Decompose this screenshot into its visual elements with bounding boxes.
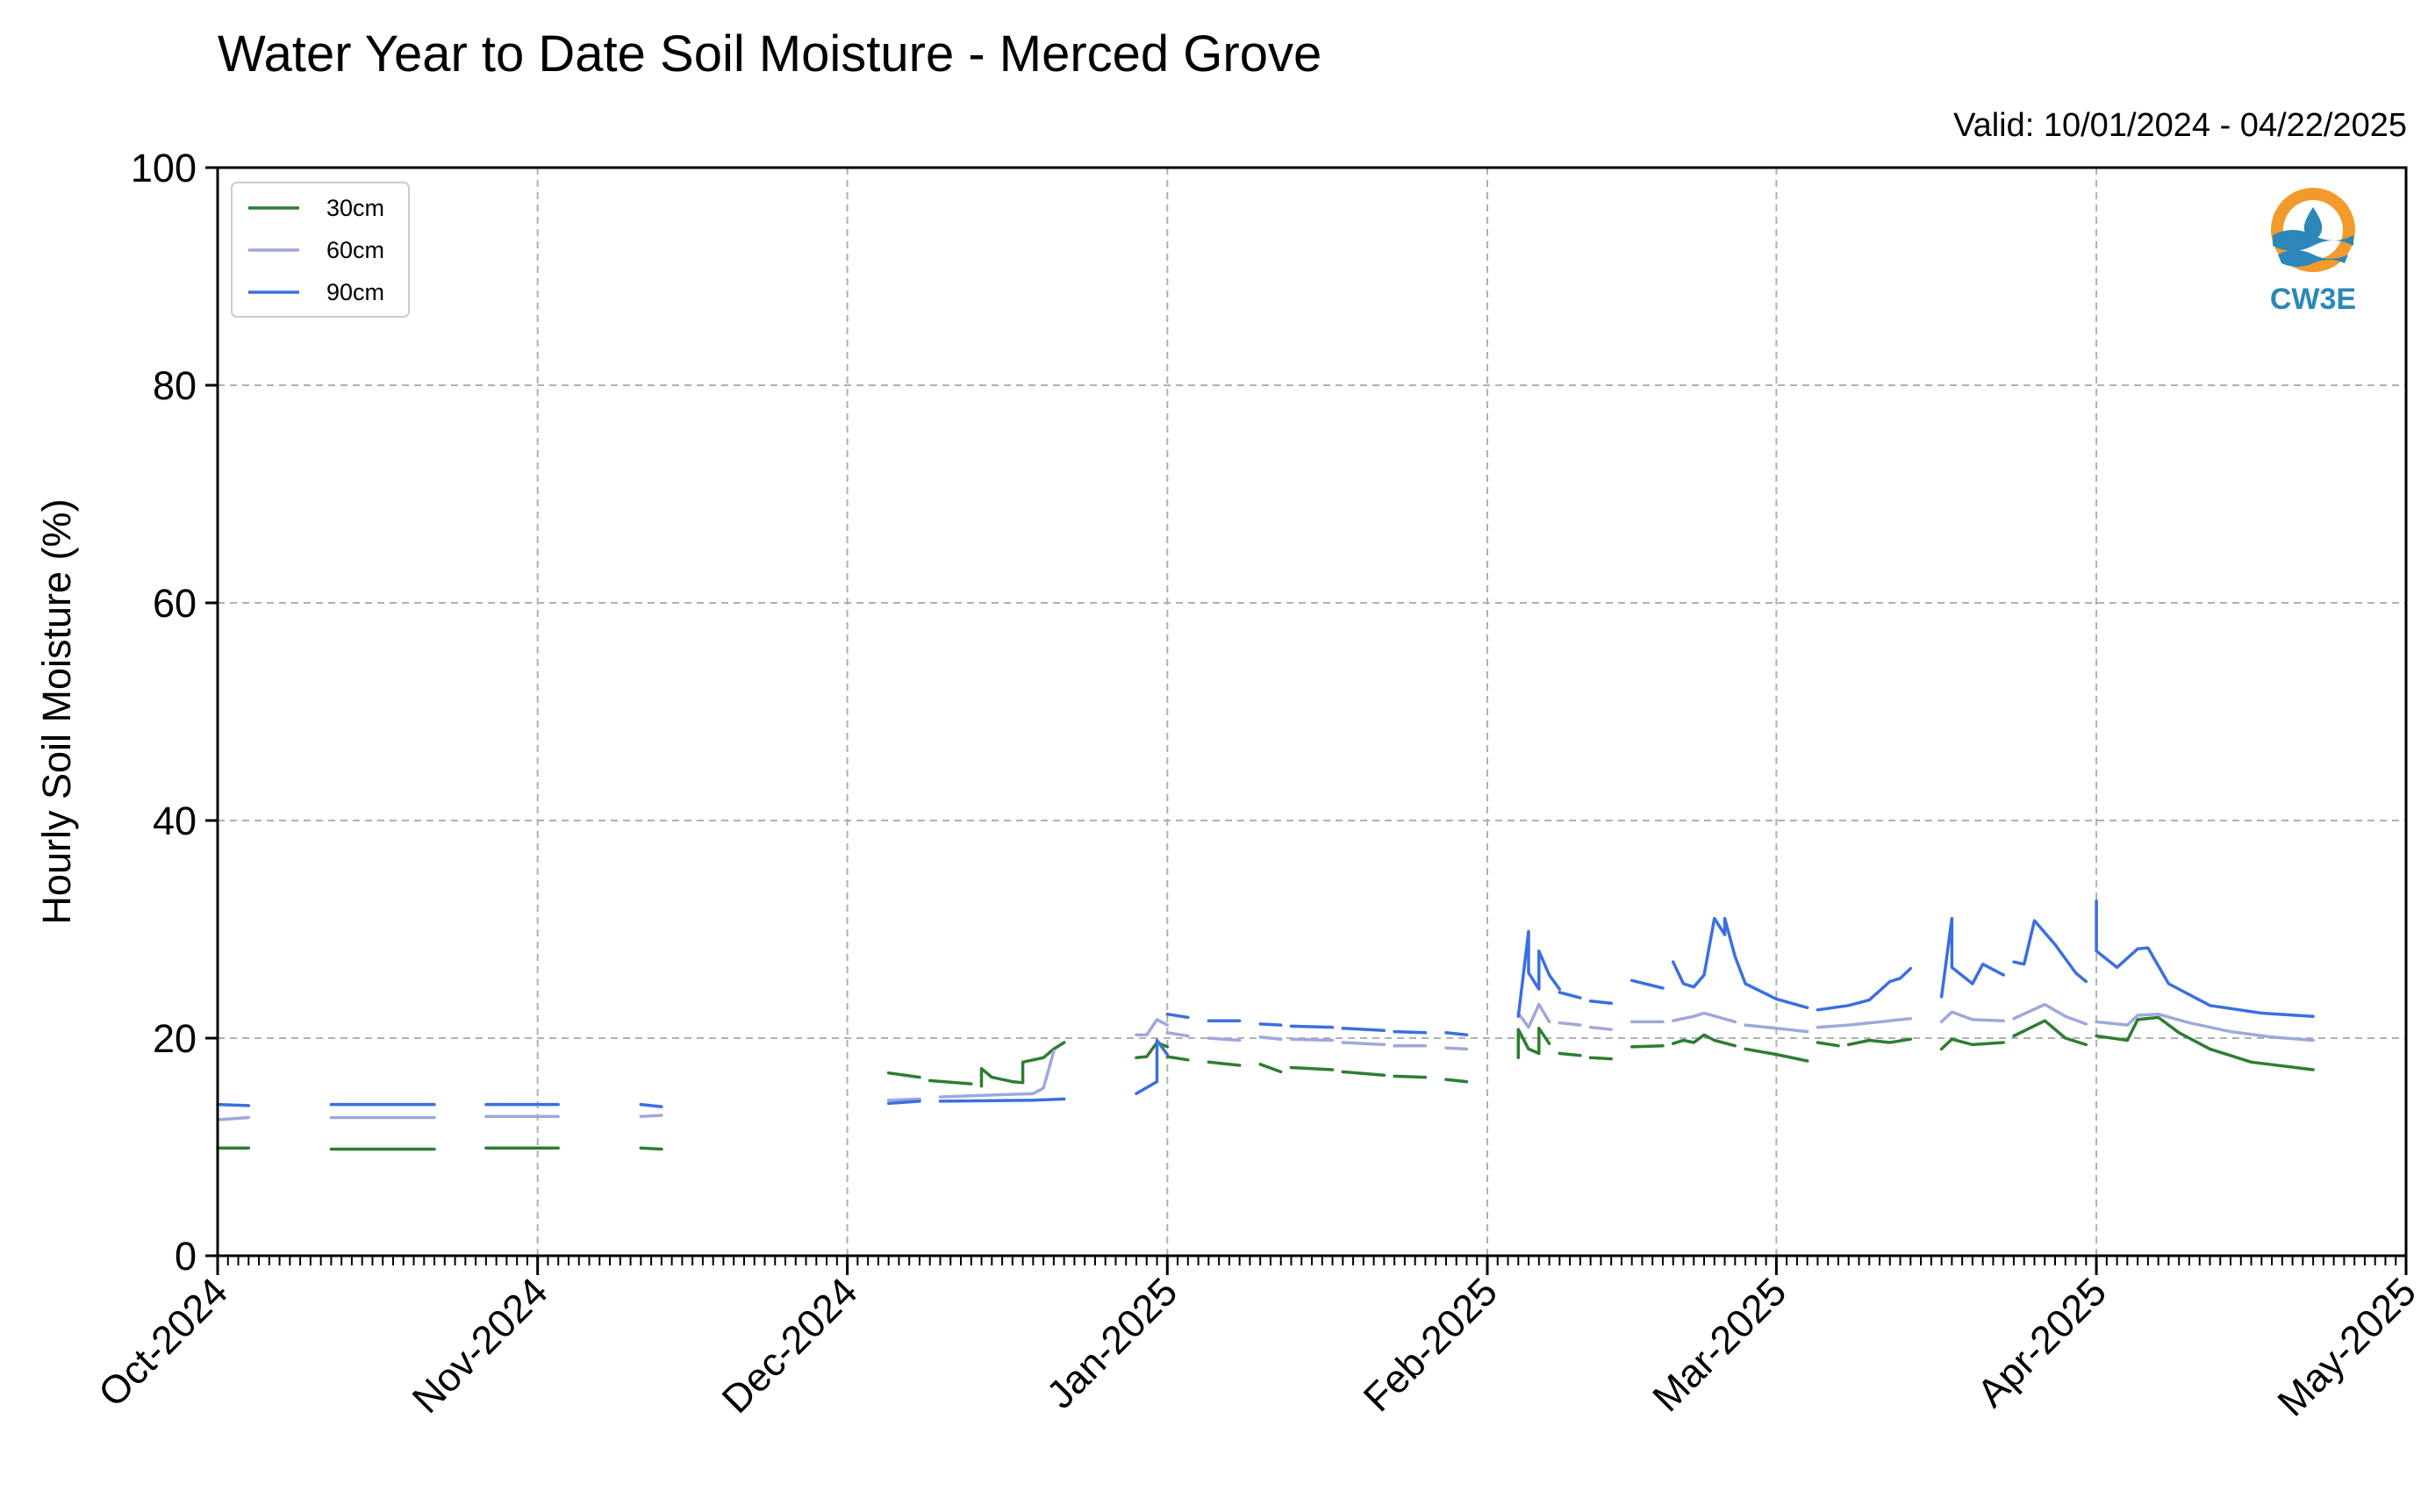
legend-box (231, 182, 410, 318)
series-60cm-segment (1744, 1023, 1809, 1034)
x-tick-label: Mar-2025 (1644, 1269, 1794, 1420)
series-60cm-segment (1444, 1046, 1469, 1051)
y-tick-label: 100 (131, 146, 197, 190)
series-60cm-segment (1258, 1035, 1283, 1041)
cw3e-logo: CW3E (2270, 188, 2356, 316)
x-tick-label: Jan-2025 (1038, 1269, 1186, 1417)
series-30cm-segment (1258, 1063, 1283, 1074)
series-90cm-segment (1558, 991, 1582, 1000)
series-30cm-segment (1558, 1051, 1582, 1057)
series-30cm-segment (2012, 1019, 2088, 1047)
logo-drop-icon (2303, 207, 2323, 239)
y-tick-label: 40 (153, 799, 197, 843)
series-90cm-segment (1629, 978, 1665, 990)
logo-wave-icon (2273, 230, 2353, 251)
x-tick-label: Dec-2024 (713, 1269, 866, 1422)
series-60cm-segment (216, 1115, 251, 1121)
series-lines (216, 899, 2315, 1151)
series-90cm-segment (1671, 916, 1809, 1010)
series-30cm-segment (1444, 1078, 1469, 1084)
chart-subtitle: Valid: 10/01/2024 - 04/22/2025 (1953, 107, 2407, 144)
series-60cm-segment (1671, 1011, 1737, 1024)
series-30cm-segment (979, 1041, 1066, 1088)
series-90cm-segment (938, 1097, 1066, 1103)
series-90cm-segment (216, 1102, 251, 1107)
series-30cm-segment (1207, 1060, 1242, 1067)
series-60cm-segment (1289, 1037, 1335, 1043)
series-60cm-segment (938, 1050, 1056, 1099)
y-tick-label: 0 (175, 1234, 197, 1279)
series-90cm-segment (1393, 1029, 1428, 1035)
y-tick-label: 80 (153, 363, 197, 408)
series-30cm-segment (1846, 1037, 1913, 1047)
x-tick-label: Apr-2025 (1968, 1269, 2115, 1415)
series-60cm-segment (1207, 1036, 1242, 1043)
x-tick-label: May-2025 (2269, 1269, 2425, 1425)
series-30cm-segment (1165, 1055, 1190, 1062)
x-tick-label: Feb-2025 (1355, 1269, 1506, 1420)
y-tick-label: 60 (153, 581, 197, 626)
series-30cm-segment (1135, 1041, 1170, 1060)
series-30cm-segment (1341, 1070, 1386, 1077)
series-30cm-segment (1516, 1027, 1551, 1060)
series-30cm-segment (1744, 1047, 1809, 1063)
series-90cm-segment (1258, 1022, 1283, 1027)
series-90cm-segment (1444, 1031, 1469, 1037)
series-90cm-segment (1516, 929, 1562, 1018)
series-30cm-segment (639, 1146, 663, 1151)
series-60cm-segment (2012, 1002, 2088, 1026)
series-60cm-segment (639, 1114, 663, 1119)
series-90cm-segment (1341, 1027, 1386, 1033)
series-60cm-segment (1165, 1031, 1190, 1038)
series-30cm-segment (1939, 1037, 2005, 1051)
series-30cm-segment (2095, 1015, 2315, 1071)
series-60cm-segment (1558, 1021, 1582, 1027)
series-90cm-segment (1588, 1000, 1613, 1006)
series-60cm-segment (1816, 1016, 1913, 1029)
series-60cm-segment (1135, 1018, 1170, 1037)
series-30cm-segment (1393, 1074, 1428, 1079)
series-90cm-segment (886, 1100, 921, 1106)
series-60cm-segment (1939, 1010, 2005, 1024)
series-90cm-segment (1135, 1038, 1170, 1095)
series-90cm-segment (1816, 966, 1913, 1012)
legend: 30cm 60cm 90cm (231, 182, 410, 318)
series-30cm-segment (928, 1078, 973, 1086)
series-60cm-segment (2095, 1012, 2315, 1043)
series-90cm-segment (2012, 919, 2088, 984)
series-90cm-segment (1289, 1024, 1335, 1029)
logo-wave2-icon (2278, 250, 2348, 267)
series-90cm-segment (1165, 1012, 1190, 1020)
chart-title: Water Year to Date Soil Moisture - Merce… (218, 25, 1322, 82)
series-30cm-segment (1289, 1065, 1335, 1071)
series-30cm-segment (1588, 1056, 1613, 1061)
legend-label-60cm: 60cm (326, 237, 384, 263)
series-90cm-segment (1939, 916, 2005, 999)
y-tick-label: 20 (153, 1016, 197, 1061)
series-60cm-segment (1341, 1041, 1386, 1047)
series-30cm-segment (886, 1071, 921, 1079)
logo-text: CW3E (2270, 283, 2356, 316)
series-60cm-segment (1516, 1002, 1551, 1029)
series-90cm-segment (639, 1102, 663, 1108)
plot-frame (216, 166, 2408, 1258)
x-tick-label: Nov-2024 (404, 1269, 556, 1422)
axes: 0 20 40 60 80 100 Oct-2024 Nov-2024 Dec-2024 Jan-… (90, 146, 2424, 1425)
grid (218, 168, 2406, 1256)
series-60cm-segment (1588, 1025, 1613, 1031)
series-30cm-segment (1671, 1033, 1737, 1048)
series-90cm-segment (2095, 899, 2315, 1018)
series-30cm-segment (1816, 1041, 1840, 1048)
series-60cm-segment (886, 1097, 921, 1102)
legend-label-90cm: 90cm (326, 279, 384, 305)
x-tick-label: Oct-2024 (90, 1269, 236, 1415)
series-30cm-segment (1629, 1043, 1665, 1049)
y-axis-label: Hourly Soil Moisture (%) (34, 498, 79, 924)
legend-label-30cm: 30cm (326, 195, 384, 221)
